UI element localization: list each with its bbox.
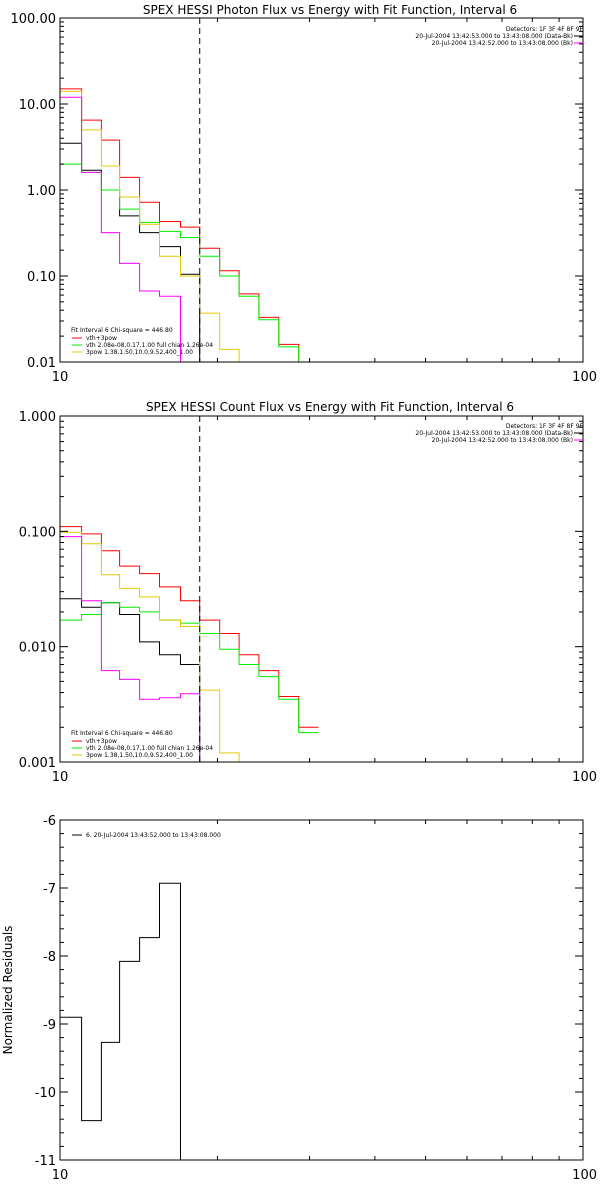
plot-panel-2: -11 -10 -9 -8 -7 -6 10 100 [35, 814, 597, 1183]
series-line-4 [60, 536, 201, 762]
series-line-4 [60, 96, 181, 362]
y-tick-label: -8 [43, 950, 56, 965]
series-group [60, 88, 300, 362]
series-group [60, 882, 200, 1160]
y-tick-label: 0.010 [19, 641, 56, 656]
legend-right-line: 20-Jul-2004 13:42:52.000 to 13:43:08.000… [432, 40, 573, 47]
y-tick-label: 0.01 [27, 356, 56, 371]
series-line-0 [60, 882, 200, 1160]
legend-left: Fit Interval 6 Chi-square = 446.80 vth+3… [71, 327, 213, 356]
series-line-0 [60, 598, 201, 762]
y-tick-label: 1.00 [27, 184, 56, 199]
x-tick-label: 10 [52, 770, 69, 785]
y-tick-label: 0.001 [19, 756, 56, 771]
panel-title: SPEX HESSI Count Flux vs Energy with Fit… [146, 400, 514, 414]
series-line-2 [60, 602, 319, 734]
series-line-3 [60, 531, 259, 762]
axes-box [59, 415, 584, 763]
legend-left-line: 3pow 1.38,1.50,10.0,9.52,400_1.00 [86, 349, 193, 356]
x-tick-label: 100 [572, 1168, 597, 1183]
plot-panel-1: 0.001 0.010 0.100 1.000 10 100 [19, 410, 597, 785]
y-axis-label: Normalized Residuals [1, 926, 15, 1055]
y-tick-label: 0.10 [27, 270, 56, 285]
legend-right-line: Detectors: 1F 3F 4F 8F 9F [506, 26, 584, 33]
legend-left: 6. 20-Jul-2004 13:43:52.000 to 13:43:08.… [86, 832, 221, 839]
legend-left-line: Fit Interval 6 Chi-square = 446.80 [71, 730, 173, 737]
y-tick-label: -10 [35, 1086, 56, 1101]
axes-box [59, 819, 584, 1161]
legend-right: Detectors: 1F 3F 4F 8F 9F 20-Jul-2004 13… [415, 423, 583, 444]
legend-left-line: vth 2.08e-08,0.17,1.00 full chian 1.26e-… [86, 342, 213, 349]
x-tick-label: 10 [52, 370, 69, 385]
legend-left-line: vth 2.08e-08,0.17,1.00 full chian 1.26e-… [86, 745, 213, 752]
y-tick-label: 100.00 [11, 12, 57, 27]
plot-panel-0: 0.01 0.10 1.00 10.00 100.00 10 100 [11, 12, 598, 385]
x-tick-label: 10 [52, 1168, 69, 1183]
y-tick-label: 0.100 [19, 525, 56, 540]
legend-left-line: vth+3pow [86, 738, 117, 745]
legend-right: Detectors: 1F 3F 4F 8F 9F 20-Jul-2004 13… [415, 26, 583, 47]
legend-right-line: 20-Jul-2004 13:42:52.000 to 13:43:08.000… [432, 437, 573, 444]
y-tick-label: -6 [43, 814, 56, 829]
legend-left-line: 3pow 1.38,1.50,10.0,9.52,400_1.00 [86, 752, 193, 759]
legend-left-line: 6. 20-Jul-2004 13:43:52.000 to 13:43:08.… [86, 832, 221, 839]
legend-left-line: Fit Interval 6 Chi-square = 446.80 [71, 327, 173, 334]
photon-flux-panel: SPEX HESSI Photon Flux vs Energy with Fi… [71, 3, 584, 356]
series-line-1 [60, 526, 319, 728]
legend-right-line: 20-Jul-2004 13:42:53.000 to 13:43:08.000… [415, 33, 573, 40]
x-tick-label: 100 [572, 770, 597, 785]
series-group [60, 526, 319, 762]
y-tick-label: -7 [43, 882, 56, 897]
series-line-3 [60, 90, 240, 362]
x-tick-label: 100 [572, 370, 597, 385]
y-tick-label: -9 [43, 1018, 56, 1033]
y-tick-label: 10.00 [19, 98, 56, 113]
panel-title: SPEX HESSI Photon Flux vs Energy with Fi… [143, 3, 517, 17]
legend-right-line: 20-Jul-2004 13:42:53.000 to 13:43:08.000… [415, 430, 573, 437]
legend-left: Fit Interval 6 Chi-square = 446.80 vth+3… [71, 730, 213, 759]
residuals-panel: Normalized Residuals 6. 20-Jul-2004 13:4… [1, 832, 221, 1054]
count-flux-panel: SPEX HESSI Count Flux vs Energy with Fit… [71, 400, 584, 759]
legend-right-line: Detectors: 1F 3F 4F 8F 9F [506, 423, 584, 430]
y-tick-label: -11 [35, 1154, 56, 1169]
y-tick-label: 1.000 [19, 410, 56, 425]
legend-left-line: vth+3pow [86, 335, 117, 342]
